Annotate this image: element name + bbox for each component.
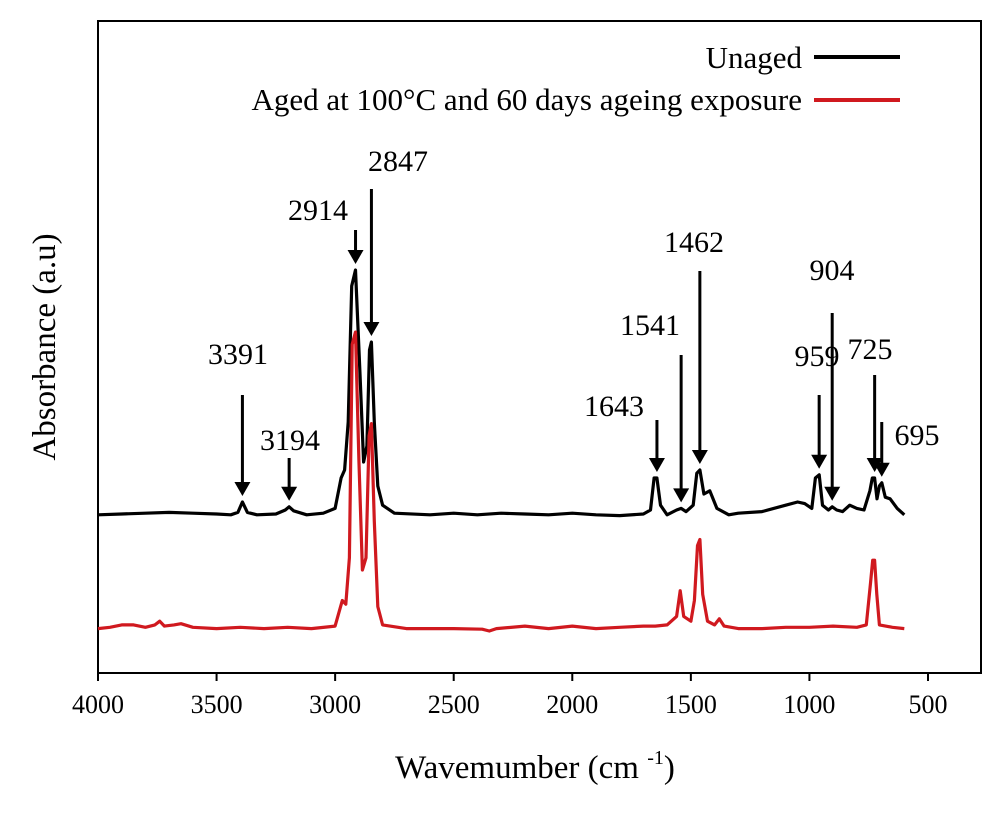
peak-label: 2847 [368, 145, 428, 178]
peak-arrow-head [234, 482, 251, 496]
peak-arrow-head [691, 450, 708, 464]
peak-label: 2914 [288, 194, 348, 227]
peak-label: 695 [895, 419, 940, 452]
x-axis-ticks: 4000 3500 3000 2500 2000 1500 1000 500 [72, 673, 948, 719]
peak-arrow-head [866, 458, 883, 472]
x-axis-title-text: Wavemumber (cm [395, 750, 647, 786]
x-tick-label: 1000 [783, 690, 835, 719]
series-line-aged [97, 330, 905, 633]
x-tick-label: 3500 [191, 690, 243, 719]
peak-arrow-head [281, 486, 298, 501]
peak-arrow-head [873, 462, 890, 477]
peak-arrow-head [648, 458, 665, 472]
peak-label: 904 [810, 254, 855, 287]
peak-arrow-head [673, 488, 690, 503]
x-tick-label: 1500 [665, 690, 717, 719]
plot-frame [97, 20, 982, 674]
x-tick-label: 500 [909, 690, 948, 719]
x-axis-title-close: ) [664, 750, 675, 786]
x-tick-label: 3000 [309, 690, 361, 719]
peak-label: 3391 [208, 338, 268, 371]
series-line-unaged [97, 268, 906, 518]
peak-arrow-head [824, 486, 841, 501]
x-axis-title-superscript: -1 [647, 747, 664, 769]
peak-arrow-head [811, 454, 828, 469]
legend-label-unaged: Unaged [706, 40, 803, 75]
y-axis-title: Absorbance (a.u) [27, 233, 63, 460]
peak-label: 1541 [620, 309, 680, 342]
peak-arrow-head [363, 322, 380, 336]
peak-arrow-head [347, 250, 364, 264]
x-axis-title: Wavemumber (cm -1) [395, 747, 675, 786]
x-tick-label: 4000 [72, 690, 124, 719]
peak-label: 725 [848, 333, 893, 366]
peak-label: 1462 [664, 226, 724, 259]
series-layer [97, 268, 906, 633]
legend-label-aged: Aged at 100°C and 60 days ageing exposur… [252, 82, 802, 117]
x-tick-label: 2500 [428, 690, 480, 719]
legend: Unaged Aged at 100°C and 60 days ageing … [252, 40, 900, 117]
peak-label: 1643 [584, 390, 644, 423]
x-tick-label: 2000 [546, 690, 598, 719]
peak-label: 3194 [260, 424, 320, 457]
